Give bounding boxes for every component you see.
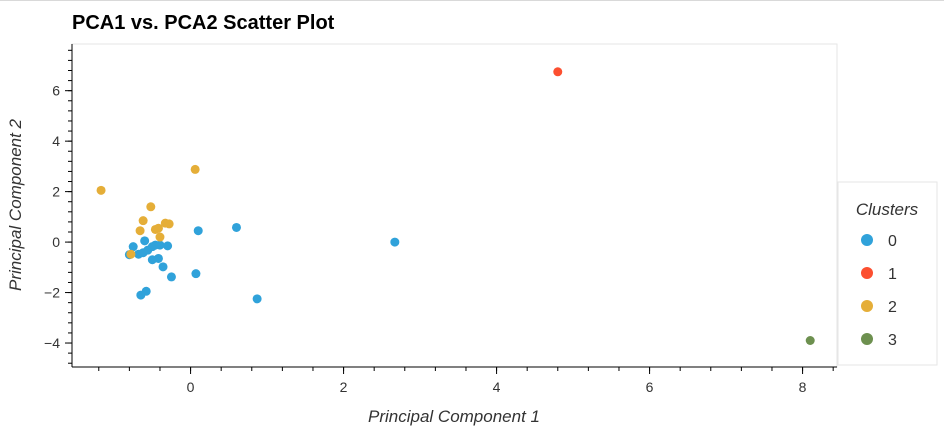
scatter-point [155, 232, 165, 242]
chart-title: PCA1 vs. PCA2 Scatter Plot [72, 12, 335, 34]
scatter-point [390, 237, 400, 247]
legend-label: 0 [888, 233, 897, 250]
y-tick-label: 6 [52, 83, 60, 99]
x-tick-label: 4 [493, 379, 501, 395]
scatter-point [163, 241, 173, 251]
legend-swatch [861, 234, 873, 246]
scatter-point [96, 185, 106, 195]
scatter-point [138, 216, 148, 226]
scatter-point [193, 226, 203, 236]
scatter-point [166, 272, 176, 282]
scatter-point [155, 240, 165, 250]
y-tick-label: −2 [44, 285, 60, 301]
scatter-point [805, 336, 815, 346]
legend: Clusters 0 1 2 3 [837, 181, 938, 366]
scatter-point [128, 242, 138, 252]
legend-entries: 0 1 2 3 [861, 233, 897, 349]
y-tick-label: −4 [44, 335, 60, 351]
x-axis-label: Principal Component 1 [368, 407, 540, 426]
legend-title: Clusters [856, 200, 919, 219]
y-axis-label: Principal Component 2 [6, 118, 25, 291]
x-major-ticks: 0 2 4 6 8 [187, 367, 807, 395]
y-tick-label: 0 [52, 234, 60, 250]
scatter-point [252, 294, 262, 304]
scatter-point [553, 67, 563, 77]
top-divider [0, 0, 944, 1]
scatter-point [158, 262, 168, 272]
x-tick-label: 2 [340, 379, 348, 395]
scatter-point [190, 164, 200, 174]
scatter-point [141, 286, 151, 296]
scatter-point [146, 202, 156, 212]
scatter-point [126, 249, 136, 259]
y-minor-ticks [68, 49, 72, 364]
scatter-point [153, 253, 163, 263]
x-tick-label: 0 [187, 379, 195, 395]
scatter-point [231, 222, 241, 232]
legend-swatch [861, 333, 873, 345]
x-tick-label: 8 [799, 379, 807, 395]
scatter-point [140, 236, 150, 246]
legend-label: 1 [888, 266, 897, 283]
legend-box [837, 181, 938, 366]
y-tick-label: 2 [52, 184, 60, 200]
legend-label: 2 [888, 299, 897, 316]
scatter-point [135, 226, 145, 236]
scatter-point [191, 269, 201, 279]
y-major-ticks: −4 −2 0 2 4 6 [44, 83, 72, 351]
legend-swatch [861, 300, 873, 312]
legend-swatch [861, 267, 873, 279]
scatter-point [153, 223, 163, 233]
x-minor-ticks [98, 367, 834, 371]
y-tick-label: 4 [52, 133, 60, 149]
y-axis: −4 −2 0 2 4 6 [44, 44, 73, 367]
x-tick-label: 6 [646, 379, 654, 395]
x-axis: 0 2 4 6 8 [72, 366, 837, 395]
scatter-point [164, 219, 174, 229]
plot-frame [71, 43, 838, 368]
points-layer [96, 67, 815, 346]
legend-label: 3 [888, 332, 897, 349]
